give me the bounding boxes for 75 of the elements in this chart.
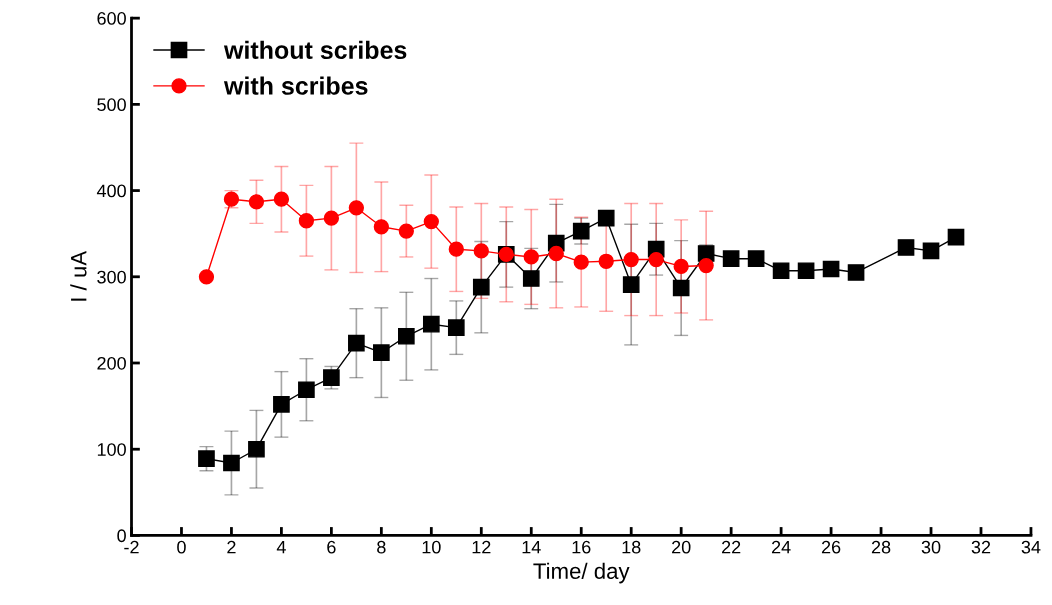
- point: [323, 210, 340, 226]
- y-tick-label: 100: [97, 443, 126, 456]
- point: [398, 223, 414, 239]
- x-tick-label: 18: [622, 540, 641, 554]
- point: [348, 200, 365, 216]
- x-tick-label: 16: [572, 540, 591, 554]
- point: [198, 269, 215, 285]
- point: [248, 194, 265, 210]
- legend-label: without scribes: [223, 40, 407, 60]
- y-tick-label: 0: [117, 529, 126, 543]
- point: [522, 270, 540, 287]
- point: [772, 262, 790, 280]
- point: [623, 251, 639, 268]
- point: [298, 381, 315, 399]
- point: [323, 369, 340, 386]
- point: [847, 264, 865, 281]
- point: [198, 450, 215, 468]
- x-tick-label: 10: [422, 540, 441, 554]
- point: [398, 327, 415, 345]
- point: [447, 319, 465, 336]
- x-tick-label: 14: [522, 540, 541, 554]
- y-tick-label: 300: [97, 270, 126, 284]
- y-tick-label: 200: [97, 356, 126, 370]
- x-tick-label: 34: [1021, 540, 1041, 554]
- x-tick-label: 12: [472, 540, 491, 554]
- point: [573, 254, 589, 270]
- y-tick-label: 600: [97, 12, 126, 25]
- point: [572, 222, 590, 240]
- x-axis-title: Time/ day: [533, 562, 630, 584]
- point: [722, 250, 740, 268]
- point: [822, 260, 840, 278]
- x-tick-label: -2: [124, 540, 139, 554]
- point: [298, 213, 315, 229]
- point: [922, 242, 940, 260]
- point: [273, 191, 290, 207]
- point: [472, 278, 490, 296]
- point: [947, 228, 965, 246]
- point: [598, 253, 614, 269]
- x-tick-label: 2: [227, 540, 236, 554]
- y-tick-label: 500: [97, 98, 126, 112]
- point: [897, 239, 915, 256]
- x-tick-label: 28: [871, 540, 891, 554]
- x-tick-label: 32: [971, 540, 991, 554]
- point: [698, 257, 714, 274]
- x-tick-label: 4: [276, 540, 286, 554]
- point: [248, 440, 265, 458]
- point: [223, 454, 240, 472]
- legend-label: with scribes: [223, 76, 368, 95]
- x-tick-label: 24: [771, 540, 791, 554]
- point: [673, 258, 689, 275]
- point: [648, 251, 664, 268]
- x-tick-label: 6: [327, 540, 336, 554]
- point: [548, 245, 564, 262]
- point: [448, 241, 464, 257]
- point: [373, 219, 389, 235]
- point: [423, 213, 439, 230]
- point: [273, 396, 290, 413]
- point: [797, 262, 815, 280]
- x-tick-label: 22: [722, 540, 741, 554]
- point: [422, 315, 440, 333]
- x-tick-label: 0: [177, 540, 186, 554]
- x-tick-label: 26: [821, 540, 841, 554]
- x-tick-label: 30: [921, 540, 941, 554]
- point: [672, 279, 690, 297]
- y-axis-title: I / uA: [70, 250, 87, 301]
- point: [597, 209, 615, 227]
- y-tick-label: 400: [96, 184, 126, 198]
- point: [523, 249, 539, 265]
- point: [622, 276, 640, 293]
- point: [373, 344, 390, 361]
- point: [747, 250, 765, 268]
- point: [473, 243, 489, 259]
- x-tick-label: 8: [377, 540, 386, 554]
- x-tick-label: 20: [672, 540, 691, 554]
- point: [348, 334, 365, 352]
